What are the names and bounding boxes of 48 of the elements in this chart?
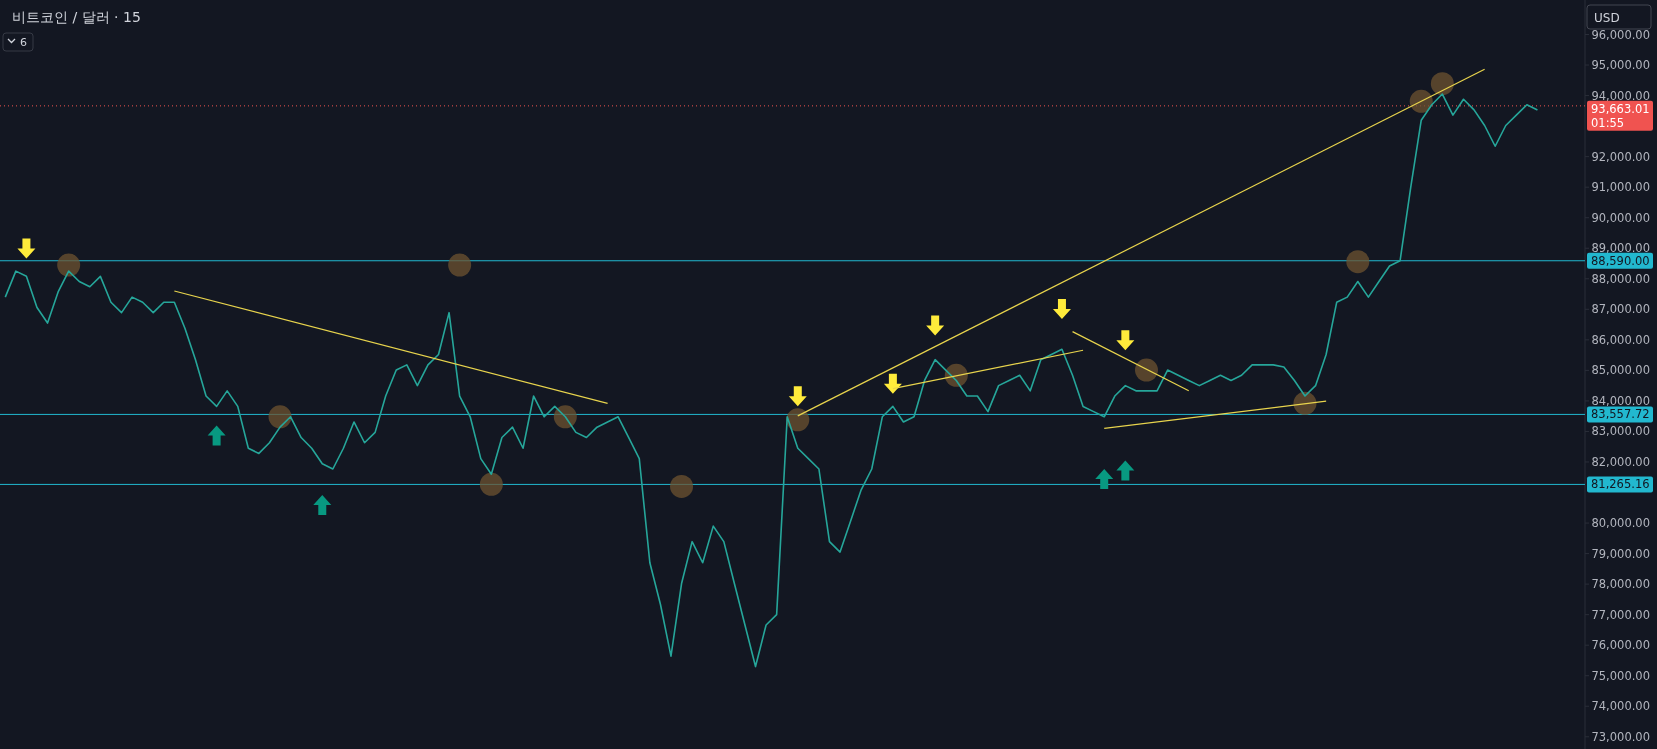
point xyxy=(1430,72,1454,96)
point xyxy=(1134,358,1158,382)
y-tick-label: 74,000.00 xyxy=(1591,699,1650,714)
y-tick-label: 83,000.00 xyxy=(1591,424,1650,439)
y-tick-label: 78,000.00 xyxy=(1591,577,1650,592)
point xyxy=(448,253,472,277)
y-tick-label: 75,000.00 xyxy=(1591,668,1650,683)
y-tick-label: 73,000.00 xyxy=(1591,729,1650,744)
y-tick-label: 85,000.00 xyxy=(1591,363,1650,378)
y-tick-label: 82,000.00 xyxy=(1591,454,1650,469)
y-tick-label: 77,000.00 xyxy=(1591,607,1650,622)
ref-line-label: 93,663.01 01:55 xyxy=(1591,101,1650,130)
point xyxy=(1095,469,1114,490)
y-tick-label: 84,000.00 xyxy=(1591,393,1650,408)
y-tick-label: 87,000.00 xyxy=(1591,302,1650,317)
y-tick-label: 92,000.00 xyxy=(1591,149,1650,164)
point xyxy=(670,474,694,498)
point xyxy=(1346,250,1370,274)
text: 비트코인 / 달러 · 15 xyxy=(12,9,141,25)
point xyxy=(883,373,902,394)
point xyxy=(1116,460,1135,481)
y-tick-label: 88,000.00 xyxy=(1591,271,1650,286)
point xyxy=(479,472,503,496)
point xyxy=(57,253,81,277)
point xyxy=(926,315,945,336)
y-tick-label: 79,000.00 xyxy=(1591,546,1650,561)
y-tick-label: 90,000.00 xyxy=(1591,210,1650,225)
ref-line-label: 88,590.00 xyxy=(1591,253,1650,268)
y-tick-label: 91,000.00 xyxy=(1591,180,1650,195)
point xyxy=(17,238,36,259)
point xyxy=(1116,330,1135,351)
y-tick-label: 89,000.00 xyxy=(1591,241,1650,256)
y-tick-label: 96,000.00 xyxy=(1591,27,1650,42)
ref-line-label: 83,557.72 xyxy=(1591,407,1650,422)
point xyxy=(207,425,226,446)
point xyxy=(1052,299,1071,319)
ref-line-label: 81,265.16 xyxy=(1591,477,1650,492)
y-tick-label: 86,000.00 xyxy=(1591,332,1650,347)
point xyxy=(313,495,332,516)
y-tick-label: 76,000.00 xyxy=(1591,638,1650,653)
point xyxy=(788,386,807,407)
annotation: 6 xyxy=(20,36,27,49)
y-tick-label: 94,000.00 xyxy=(1591,88,1650,103)
y-tick-label: 80,000.00 xyxy=(1591,516,1650,531)
point xyxy=(268,405,292,429)
text: USD xyxy=(1594,11,1620,25)
y-tick-label: 95,000.00 xyxy=(1591,58,1650,73)
point xyxy=(553,405,577,429)
